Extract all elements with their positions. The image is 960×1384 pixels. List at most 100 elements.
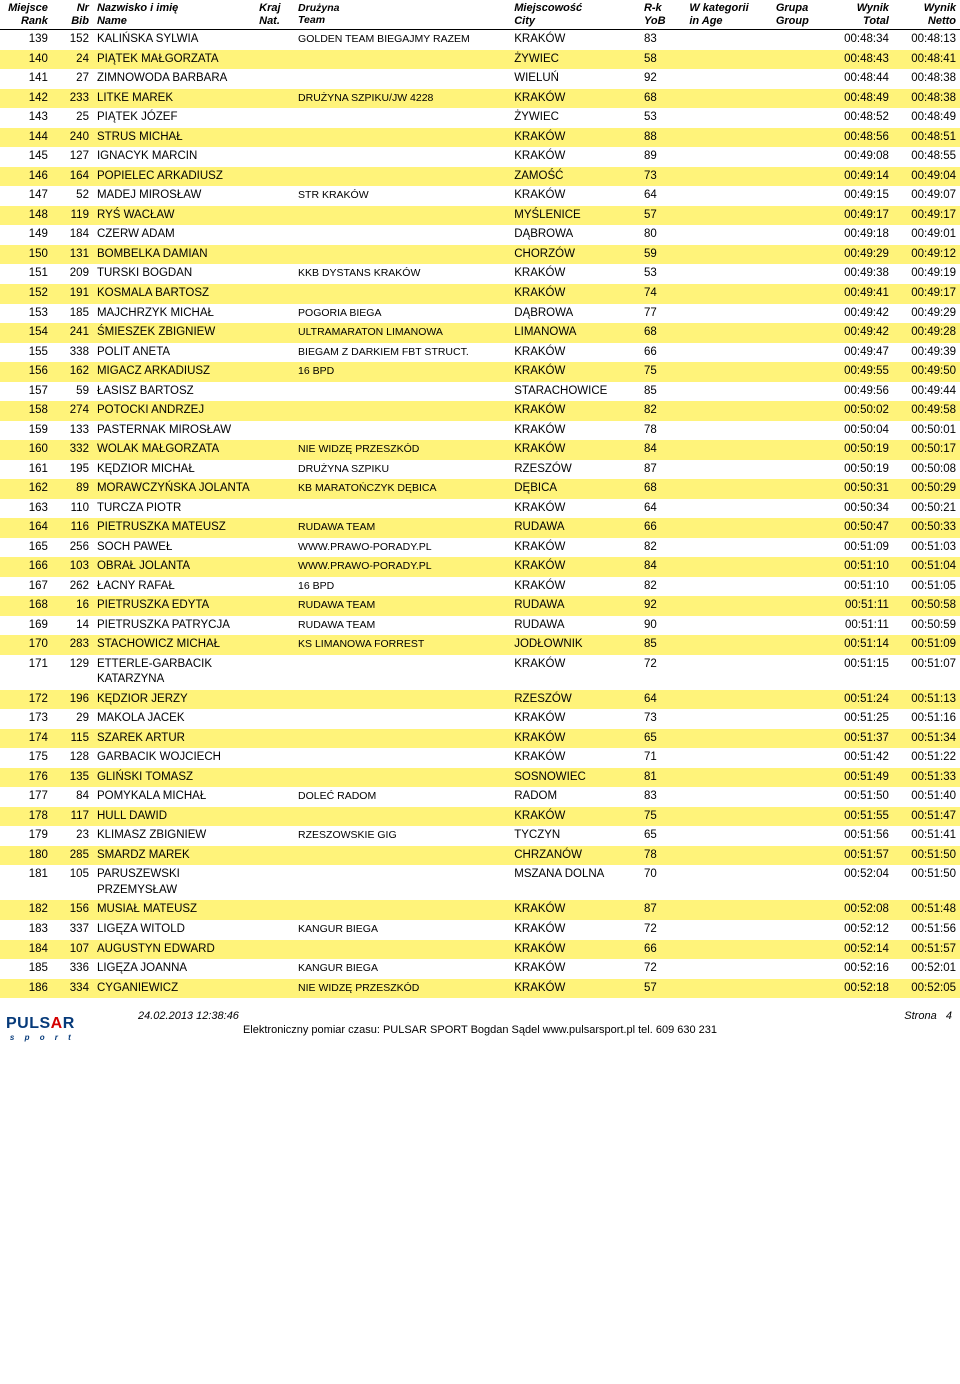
cell-netto: 00:49:04 xyxy=(893,167,960,187)
cell-team xyxy=(294,284,510,304)
cell-team xyxy=(294,499,510,519)
cell-team xyxy=(294,147,510,167)
cell-rank: 158 xyxy=(0,401,52,421)
cell-city: JODŁOWNIK xyxy=(510,635,640,655)
cell-name: SMARDZ MAREK xyxy=(93,846,255,866)
cell-team xyxy=(294,206,510,226)
cell-rank: 169 xyxy=(0,616,52,636)
cell-yob: 92 xyxy=(640,596,685,616)
cell-group xyxy=(772,940,826,960)
cell-city: KRAKÓW xyxy=(510,362,640,382)
table-row: 14752MADEJ MIROSŁAWSTR KRAKÓWKRAKÓW6400:… xyxy=(0,186,960,206)
hdr-yob: R-kYoB xyxy=(640,0,685,30)
cell-age xyxy=(685,362,771,382)
cell-city: KRAKÓW xyxy=(510,729,640,749)
cell-nat xyxy=(255,30,294,50)
cell-team xyxy=(294,690,510,710)
cell-bib: 337 xyxy=(52,920,93,940)
cell-name: BOMBELKA DAMIAN xyxy=(93,245,255,265)
cell-team xyxy=(294,940,510,960)
cell-nat xyxy=(255,264,294,284)
cell-name: WOLAK MAŁGORZATA xyxy=(93,440,255,460)
cell-group xyxy=(772,362,826,382)
table-row: 184107AUGUSTYN EDWARDKRAKÓW6600:52:1400:… xyxy=(0,940,960,960)
cell-yob: 84 xyxy=(640,440,685,460)
cell-team: GOLDEN TEAM BIEGAJMY RAZEM xyxy=(294,30,510,50)
footer-timestamp: 24.02.2013 12:38:46 xyxy=(138,1010,239,1022)
cell-age xyxy=(685,557,771,577)
cell-yob: 83 xyxy=(640,787,685,807)
table-row: 150131BOMBELKA DAMIANCHORZÓW5900:49:2900… xyxy=(0,245,960,265)
cell-total: 00:52:16 xyxy=(826,959,893,979)
cell-bib: 336 xyxy=(52,959,93,979)
cell-yob: 53 xyxy=(640,264,685,284)
cell-total: 00:51:25 xyxy=(826,709,893,729)
cell-name: GARBACIK WOJCIECH xyxy=(93,748,255,768)
hdr-name: Nazwisko i imięName xyxy=(93,0,255,30)
cell-city: KRAKÓW xyxy=(510,440,640,460)
cell-bib: 23 xyxy=(52,826,93,846)
cell-yob: 90 xyxy=(640,616,685,636)
cell-netto: 00:51:57 xyxy=(893,940,960,960)
cell-rank: 152 xyxy=(0,284,52,304)
cell-team: DOLEĆ RADOM xyxy=(294,787,510,807)
cell-group xyxy=(772,807,826,827)
cell-city: STARACHOWICE xyxy=(510,382,640,402)
cell-rank: 185 xyxy=(0,959,52,979)
cell-city: ZAMOŚĆ xyxy=(510,167,640,187)
cell-rank: 151 xyxy=(0,264,52,284)
cell-rank: 175 xyxy=(0,748,52,768)
cell-name: GLIŃSKI TOMASZ xyxy=(93,768,255,788)
cell-nat xyxy=(255,167,294,187)
cell-bib: 16 xyxy=(52,596,93,616)
table-row: 17329MAKOLA JACEKKRAKÓW7300:51:2500:51:1… xyxy=(0,709,960,729)
cell-rank: 179 xyxy=(0,826,52,846)
cell-city: WIELUŃ xyxy=(510,69,640,89)
cell-name: CYGANIEWICZ xyxy=(93,979,255,999)
cell-rank: 182 xyxy=(0,900,52,920)
table-row: 174115SZAREK ARTURKRAKÓW6500:51:3700:51:… xyxy=(0,729,960,749)
cell-total: 00:50:31 xyxy=(826,479,893,499)
cell-city: KRAKÓW xyxy=(510,655,640,690)
cell-netto: 00:51:03 xyxy=(893,538,960,558)
cell-total: 00:49:29 xyxy=(826,245,893,265)
cell-name: CZERW ADAM xyxy=(93,225,255,245)
cell-bib: 24 xyxy=(52,50,93,70)
cell-group xyxy=(772,225,826,245)
table-row: 153185MAJCHRZYK MICHAŁPOGORIA BIEGADĄBRO… xyxy=(0,304,960,324)
cell-name: KLIMASZ ZBIGNIEW xyxy=(93,826,255,846)
cell-name: PASTERNAK MIROSŁAW xyxy=(93,421,255,441)
table-row: 17784POMYKALA MICHAŁDOLEĆ RADOMRADOM8300… xyxy=(0,787,960,807)
cell-yob: 87 xyxy=(640,900,685,920)
cell-group xyxy=(772,826,826,846)
cell-team: RUDAWA TEAM xyxy=(294,596,510,616)
cell-yob: 85 xyxy=(640,635,685,655)
table-row: 149184CZERW ADAMDĄBROWA8000:49:1800:49:0… xyxy=(0,225,960,245)
cell-city: KRAKÓW xyxy=(510,709,640,729)
cell-netto: 00:49:39 xyxy=(893,343,960,363)
cell-name: SZAREK ARTUR xyxy=(93,729,255,749)
cell-bib: 156 xyxy=(52,900,93,920)
cell-group xyxy=(772,401,826,421)
hdr-age: W kategoriiin Age xyxy=(685,0,771,30)
table-row: 156162MIGACZ ARKADIUSZ16 BPDKRAKÓW7500:4… xyxy=(0,362,960,382)
cell-total: 00:50:02 xyxy=(826,401,893,421)
cell-group xyxy=(772,128,826,148)
cell-netto: 00:51:07 xyxy=(893,655,960,690)
cell-group xyxy=(772,440,826,460)
cell-group xyxy=(772,557,826,577)
cell-team xyxy=(294,421,510,441)
cell-nat xyxy=(255,557,294,577)
cell-nat xyxy=(255,304,294,324)
cell-bib: 195 xyxy=(52,460,93,480)
cell-total: 00:49:41 xyxy=(826,284,893,304)
cell-rank: 161 xyxy=(0,460,52,480)
cell-team xyxy=(294,709,510,729)
cell-team: 16 BPD xyxy=(294,577,510,597)
cell-age xyxy=(685,768,771,788)
cell-bib: 89 xyxy=(52,479,93,499)
cell-age xyxy=(685,225,771,245)
cell-nat xyxy=(255,635,294,655)
cell-group xyxy=(772,655,826,690)
cell-city: KRAKÓW xyxy=(510,401,640,421)
